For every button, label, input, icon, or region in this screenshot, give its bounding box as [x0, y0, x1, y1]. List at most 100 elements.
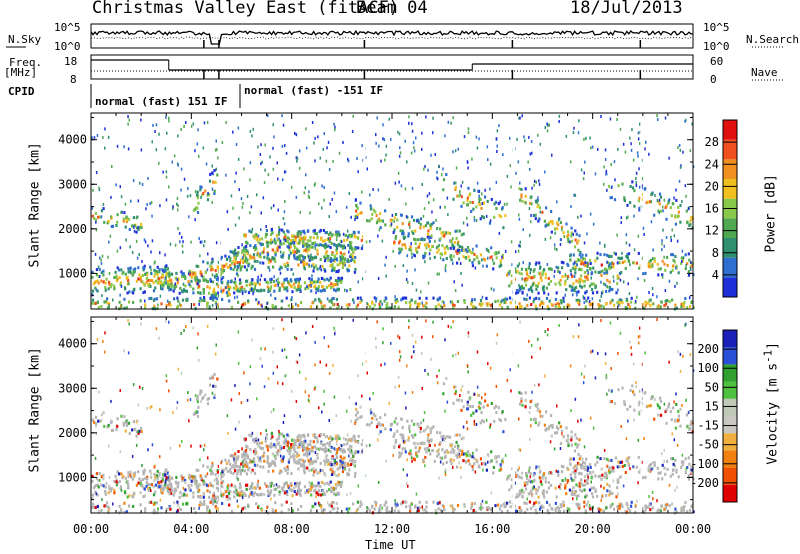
power-cell [557, 269, 560, 273]
velocity-cell [343, 464, 346, 468]
power-cell [311, 245, 314, 249]
power-cell [264, 306, 267, 309]
power-noise [217, 156, 219, 160]
power-cell [189, 273, 192, 277]
velocity-cell [580, 482, 583, 486]
power-cell [596, 290, 599, 294]
power-cell [252, 253, 256, 257]
power-noise [369, 193, 371, 197]
velocity-cell [594, 490, 597, 493]
velocity-cell [341, 461, 344, 465]
power-cell [125, 218, 128, 222]
power-noise [613, 160, 616, 164]
power-cell [97, 275, 100, 278]
power-cell [129, 269, 132, 273]
power-noise [644, 147, 646, 151]
velocity-cell [298, 481, 301, 485]
power-cell [409, 245, 412, 249]
power-cell [287, 280, 290, 284]
velocity-cell [330, 486, 333, 490]
power-cell [329, 231, 332, 235]
velocity-cell [219, 484, 222, 487]
power-cell [443, 304, 446, 308]
power-cell [434, 305, 437, 309]
power-cell [456, 194, 459, 198]
power-cell [225, 291, 228, 295]
power-noise [501, 298, 503, 302]
power-noise [238, 188, 240, 192]
velocity-cell [661, 477, 664, 481]
power-cell [356, 303, 360, 307]
power-cell [312, 256, 315, 260]
velocity-cell [605, 494, 608, 497]
power-noise [632, 158, 635, 162]
power-cell [594, 284, 597, 288]
power-noise [619, 127, 622, 131]
velocity-cell [272, 461, 275, 464]
power-cell [584, 275, 587, 279]
power-cell [259, 255, 262, 259]
velocity-cell [603, 457, 606, 461]
velocity-cell [270, 481, 273, 485]
velocity-cell [176, 484, 180, 488]
power-cell [146, 278, 149, 282]
power-noise [390, 222, 393, 226]
power-cell [567, 233, 570, 237]
power-cell [644, 271, 647, 275]
velocity-cell [234, 461, 237, 464]
power-cell [354, 215, 357, 219]
power-cell [319, 228, 322, 232]
power-cell [307, 239, 310, 243]
power-cell [578, 258, 581, 262]
velocity-cell [245, 472, 248, 476]
velocity-cell [324, 435, 327, 439]
power-cell [100, 271, 103, 275]
power-noise [136, 256, 139, 260]
power-cell [220, 277, 223, 281]
power-noise [260, 162, 262, 166]
velocity-cell [183, 493, 186, 497]
velocity-cell [165, 468, 168, 472]
velocity-cell [291, 438, 294, 442]
velocity-cell [600, 467, 603, 471]
power-cell [618, 298, 621, 302]
power-noise [107, 135, 110, 139]
velocity-cell [209, 500, 212, 504]
power-cell [150, 279, 153, 283]
velocity-cell [482, 405, 485, 409]
power-cell [575, 279, 578, 283]
power-cell [613, 198, 617, 202]
velocity-cell [337, 491, 340, 495]
velocity-cell [413, 422, 416, 426]
power-cell [549, 267, 552, 271]
power-noise [637, 277, 639, 281]
power-noise [95, 228, 98, 232]
power-cell [359, 201, 362, 205]
power-cell [272, 265, 275, 269]
velocity-cell [675, 510, 678, 514]
velocity-cell [115, 483, 118, 487]
power-cell [294, 235, 297, 239]
velocity-cell [537, 485, 540, 489]
velocity-cell [263, 459, 266, 463]
velocity-cell [272, 469, 275, 473]
velocity-cell [400, 451, 403, 455]
power-noise [157, 303, 159, 307]
velocity-cell [173, 490, 176, 494]
power-cell [290, 239, 293, 242]
power-cell [165, 274, 168, 278]
velocity-cell [336, 448, 339, 452]
velocity-cell [592, 470, 595, 474]
power-noise [652, 302, 655, 306]
power-noise [641, 158, 643, 162]
velocity-cell [413, 441, 416, 445]
power-cell [336, 287, 339, 291]
power-noise [165, 198, 168, 202]
power-cell [499, 259, 502, 263]
power-noise [347, 235, 349, 239]
velocity-cell [398, 445, 401, 449]
velocity-cell [414, 433, 417, 437]
velocity-cell [139, 482, 142, 486]
velocity-cell [642, 476, 645, 480]
